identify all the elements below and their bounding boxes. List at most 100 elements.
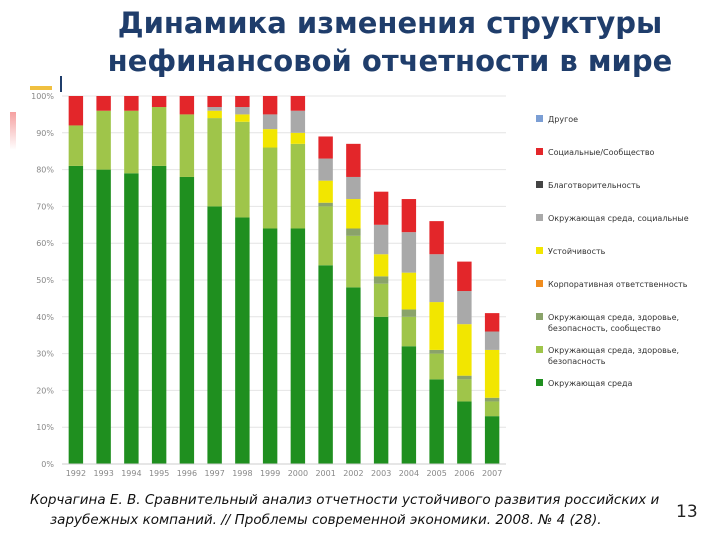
bar-segment: [484, 401, 500, 417]
legend-label: Благотворительность: [548, 181, 641, 190]
bar-segment: [484, 349, 500, 398]
bar-segment: [179, 96, 195, 115]
title-line-1: Динамика изменения структуры: [117, 6, 663, 40]
y-tick-label: 100%: [31, 92, 54, 101]
x-tick-label: 1998: [232, 469, 252, 478]
bar-segment: [179, 114, 195, 177]
slide-title: Динамика изменения структуры нефинансово…: [60, 4, 720, 80]
bar-segment: [68, 165, 84, 465]
bar-segment: [68, 125, 84, 166]
bar-segment: [484, 331, 500, 350]
x-tick-label: 1993: [93, 469, 113, 478]
x-tick-label: 2004: [399, 469, 419, 478]
bar-segment: [207, 118, 222, 207]
y-tick-label: 0%: [41, 460, 54, 469]
bar-segment: [429, 379, 444, 464]
bar-segment: [373, 224, 389, 255]
bar-segment: [457, 324, 472, 376]
bar-segment: [290, 96, 306, 111]
x-tick-label: 1994: [121, 469, 141, 478]
bar-segment: [290, 132, 306, 144]
bar-segment: [262, 114, 278, 130]
bar-segment: [429, 221, 444, 255]
legend-label: Устойчивость: [548, 247, 606, 256]
x-tick-label: 1997: [204, 469, 224, 478]
legend-label: Окружающая среда: [548, 379, 633, 388]
bar-segment: [346, 199, 361, 229]
decorative-tick: [60, 76, 62, 92]
bar-segment: [429, 302, 444, 350]
title-line-2: нефинансовой отчетности в мире: [107, 44, 673, 78]
y-tick-label: 50%: [36, 276, 54, 285]
bar-segment: [373, 191, 389, 225]
bar-segment: [96, 96, 111, 111]
x-tick-label: 2005: [426, 469, 446, 478]
bar-segment: [401, 316, 417, 347]
legend-swatch: [536, 181, 543, 188]
bar-segment: [207, 206, 222, 464]
bar-segment: [96, 110, 111, 170]
bar-segment: [429, 349, 444, 354]
bar-segment: [235, 96, 250, 108]
bar-segment: [373, 254, 389, 277]
bar-segment: [457, 375, 472, 380]
bar-segment: [207, 96, 222, 108]
legend-swatch: [536, 379, 543, 386]
bar-segment: [373, 316, 389, 464]
bar-segment: [151, 96, 167, 108]
bar-segment: [207, 107, 222, 111]
legend-label: Социальные/Сообщество: [548, 148, 655, 157]
caption-line-2: зарубежных компаний. // Проблемы совреме…: [50, 512, 602, 528]
bar-segment: [429, 353, 444, 380]
bar-segment: [373, 276, 389, 284]
legend-label: Окружающая среда, здоровье, безопасность,…: [548, 313, 679, 333]
legend-label: Другое: [548, 115, 578, 124]
bar-segment: [318, 136, 333, 159]
bar-segment: [318, 265, 333, 464]
bar-segment: [290, 110, 306, 133]
stacked-bar-chart: 0% 10% 20% 30% 40% 50% 60% 70% 80% 90% 100% 1992 199…: [31, 92, 689, 478]
decorative-accent-bar: [30, 86, 52, 90]
bar-segment: [457, 261, 472, 292]
bar-segment: [318, 180, 333, 203]
bar-segment: [96, 169, 111, 464]
bar-segment: [262, 228, 278, 464]
decorative-red-strip: [10, 112, 16, 150]
legend-label: Корпоративная ответственность: [548, 280, 688, 289]
y-tick-label: 40%: [36, 313, 54, 322]
y-tick-label: 60%: [36, 239, 54, 248]
bar-segment: [262, 147, 278, 229]
bar-segment: [484, 416, 500, 464]
bar-segment: [401, 272, 417, 310]
bar-segment: [346, 287, 361, 464]
legend-label: Окружающая среда, социальные: [548, 214, 689, 223]
bar-segment: [290, 143, 306, 229]
x-tick-label: 2002: [343, 469, 363, 478]
bar-segment: [262, 129, 278, 148]
x-tick-label: 1996: [177, 469, 197, 478]
legend-swatch: [536, 313, 543, 320]
x-tick-label: 1992: [66, 469, 86, 478]
bar-segment: [484, 313, 500, 332]
bar-segment: [124, 173, 139, 464]
caption-line-1: Корчагина Е. В. Сравнительный анализ отч…: [30, 492, 660, 508]
y-tick-label: 30%: [36, 350, 54, 359]
bar-segment: [151, 165, 167, 465]
legend-swatch: [536, 214, 543, 221]
bar-segment: [457, 291, 472, 325]
bar-segment: [235, 121, 250, 218]
bar-segment: [484, 397, 500, 402]
legend-swatch: [536, 280, 543, 287]
bar-segment: [457, 401, 472, 464]
bar-segment: [346, 228, 361, 236]
bar-segment: [290, 228, 306, 464]
page-number: 13: [676, 502, 698, 522]
x-tick-label: 2000: [288, 469, 308, 478]
y-tick-label: 90%: [36, 129, 54, 138]
bar-segment: [318, 202, 333, 207]
bar-segment: [318, 158, 333, 181]
bar-segment: [68, 96, 84, 126]
bar-segment: [235, 114, 250, 122]
x-tick-label: 2006: [454, 469, 474, 478]
legend-swatch: [536, 148, 543, 155]
